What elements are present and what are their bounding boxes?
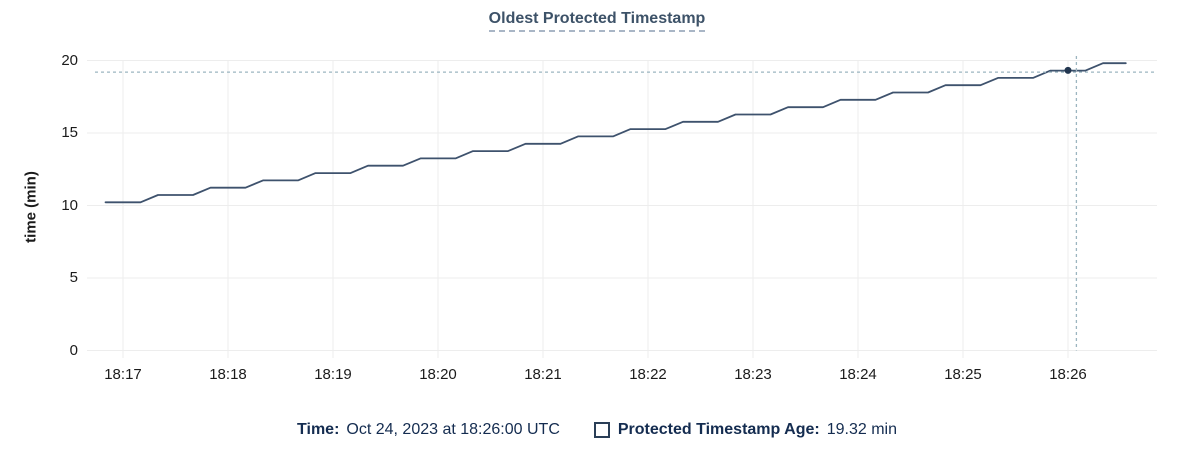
legend-checkbox[interactable] [593,422,610,438]
x-tick-label: 18:17 [104,366,142,383]
hover-time-value: Oct 24, 2023 at 18:26:00 UTC [346,421,560,438]
y-axis-title: time (min) [22,171,40,243]
chart-title[interactable]: Oldest Protected Timestamp [488,10,706,32]
hover-crosshair [95,56,1157,351]
x-tick-label: 18:21 [524,366,562,383]
hover-time-label: Time: [297,421,340,438]
y-tick-label: 5 [69,269,78,286]
hover-tooltip-bar: Time: Oct 24, 2023 at 18:26:00 UTC Prote… [0,421,1194,439]
y-tick-label: 10 [61,196,78,214]
y-tick-label: 20 [61,51,78,69]
x-tick-label: 18:25 [944,366,982,383]
x-tick-label: 18:18 [209,366,247,383]
x-tick-label: 18:20 [419,366,457,383]
legend-label: Protected Timestamp Age: [617,421,820,438]
chart-header: Oldest Protected Timestamp [0,10,1194,32]
legend-item[interactable]: Protected Timestamp Age: 19.32 min [593,421,897,439]
series-line [104,62,1127,204]
x-tick-label: 18:22 [629,366,667,383]
y-tick-label: 15 [61,124,78,142]
legend-value: 19.32 min [826,421,897,438]
hover-data-point [1064,66,1072,74]
gridlines [87,60,1157,358]
x-tick-label: 18:26 [1049,366,1087,383]
x-tick-label: 18:19 [314,366,352,383]
x-tick-label: 18:23 [734,366,772,383]
x-tick-label: 18:24 [839,366,877,383]
hover-time: Time: Oct 24, 2023 at 18:26:00 UTC [297,421,560,439]
y-tick-label: 0 [69,341,78,359]
